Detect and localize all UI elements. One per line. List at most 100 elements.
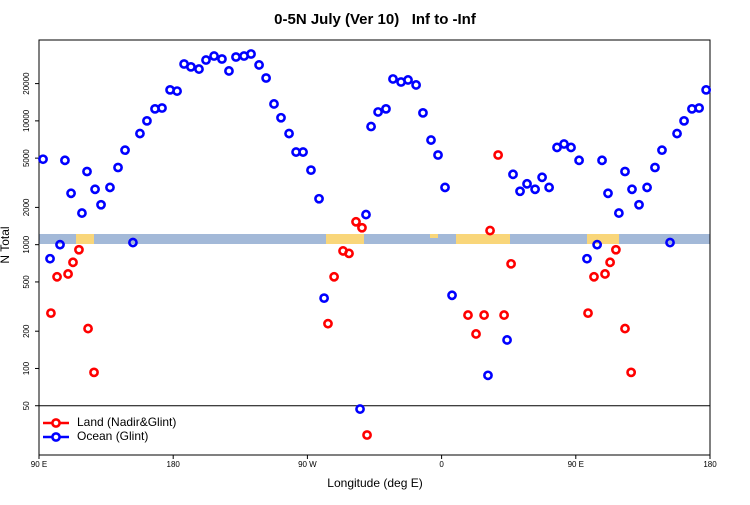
point	[89, 367, 99, 378]
point	[589, 271, 599, 282]
point	[298, 147, 308, 157]
point	[366, 121, 376, 132]
x-tick-label: 90 E	[568, 460, 584, 469]
point	[600, 269, 610, 279]
point	[209, 51, 219, 61]
point	[38, 154, 48, 165]
point	[157, 103, 167, 113]
point	[657, 145, 667, 156]
point	[120, 145, 130, 156]
point	[679, 115, 689, 126]
point	[329, 271, 339, 282]
point	[142, 115, 152, 126]
chart-title: 0-5N July (Ver 10) Inf to -Inf	[274, 11, 477, 28]
point	[499, 310, 509, 320]
point	[90, 184, 100, 195]
point	[613, 208, 624, 218]
x-tick-label: 180	[703, 460, 717, 469]
point	[269, 99, 279, 109]
point	[344, 248, 354, 259]
point	[351, 216, 361, 227]
point	[217, 54, 227, 64]
point	[665, 237, 675, 248]
point	[426, 135, 436, 145]
point	[537, 172, 548, 183]
land-strip	[456, 234, 510, 244]
point	[362, 430, 372, 440]
y-tick-label: 5000	[22, 149, 31, 167]
point	[634, 199, 644, 210]
legend-label: Ocean (Glint)	[77, 429, 148, 443]
point	[77, 208, 87, 218]
point	[650, 162, 660, 173]
y-axis-label: N Total	[0, 226, 12, 263]
point	[605, 257, 615, 268]
point	[471, 329, 481, 339]
point	[306, 165, 316, 176]
point	[592, 239, 603, 250]
point	[276, 112, 286, 123]
point	[502, 335, 512, 345]
point	[626, 367, 637, 378]
y-tick-label: 100	[22, 361, 31, 375]
point	[694, 103, 705, 113]
point	[463, 310, 473, 320]
point	[388, 74, 398, 84]
point	[479, 310, 489, 320]
point	[440, 182, 450, 193]
point	[128, 237, 138, 248]
surface-strip	[39, 234, 710, 244]
point	[506, 258, 516, 269]
point	[620, 166, 630, 177]
land-strip	[587, 234, 619, 244]
point	[361, 209, 371, 220]
point	[194, 64, 204, 74]
point	[55, 239, 65, 250]
point	[60, 155, 70, 166]
point	[493, 150, 504, 160]
point	[544, 182, 555, 193]
point	[530, 184, 540, 195]
point	[583, 308, 593, 319]
legend-marker	[51, 432, 61, 442]
y-tick-label: 10000	[22, 109, 31, 132]
x-tick-label: 0	[439, 460, 444, 469]
point	[246, 49, 256, 59]
plot-frame	[38, 39, 711, 456]
point	[63, 269, 73, 279]
point	[447, 290, 457, 301]
point	[642, 182, 652, 193]
point	[96, 199, 106, 210]
point	[411, 80, 422, 90]
land-strip	[76, 234, 94, 244]
legend-marker	[51, 418, 61, 428]
point	[418, 107, 428, 118]
point	[403, 75, 413, 85]
point	[323, 318, 333, 329]
y-tick-label: 200	[22, 324, 31, 338]
point	[485, 225, 495, 236]
point	[483, 370, 493, 381]
point	[611, 244, 621, 255]
land-strip	[326, 234, 364, 244]
point	[261, 73, 271, 83]
point	[201, 55, 211, 65]
point	[701, 84, 712, 95]
y-tick-label: 2000	[22, 198, 31, 216]
x-tick-label: 180	[167, 460, 181, 469]
point	[45, 253, 55, 264]
point	[522, 178, 532, 189]
point	[508, 169, 518, 180]
point	[231, 52, 241, 62]
point	[82, 166, 92, 177]
point	[355, 404, 365, 414]
point	[113, 162, 123, 173]
y-tick-label: 20000	[22, 72, 31, 95]
point	[574, 155, 584, 166]
point	[284, 128, 294, 139]
point	[433, 150, 443, 160]
point	[105, 182, 115, 193]
point	[515, 186, 525, 197]
point	[566, 142, 576, 153]
